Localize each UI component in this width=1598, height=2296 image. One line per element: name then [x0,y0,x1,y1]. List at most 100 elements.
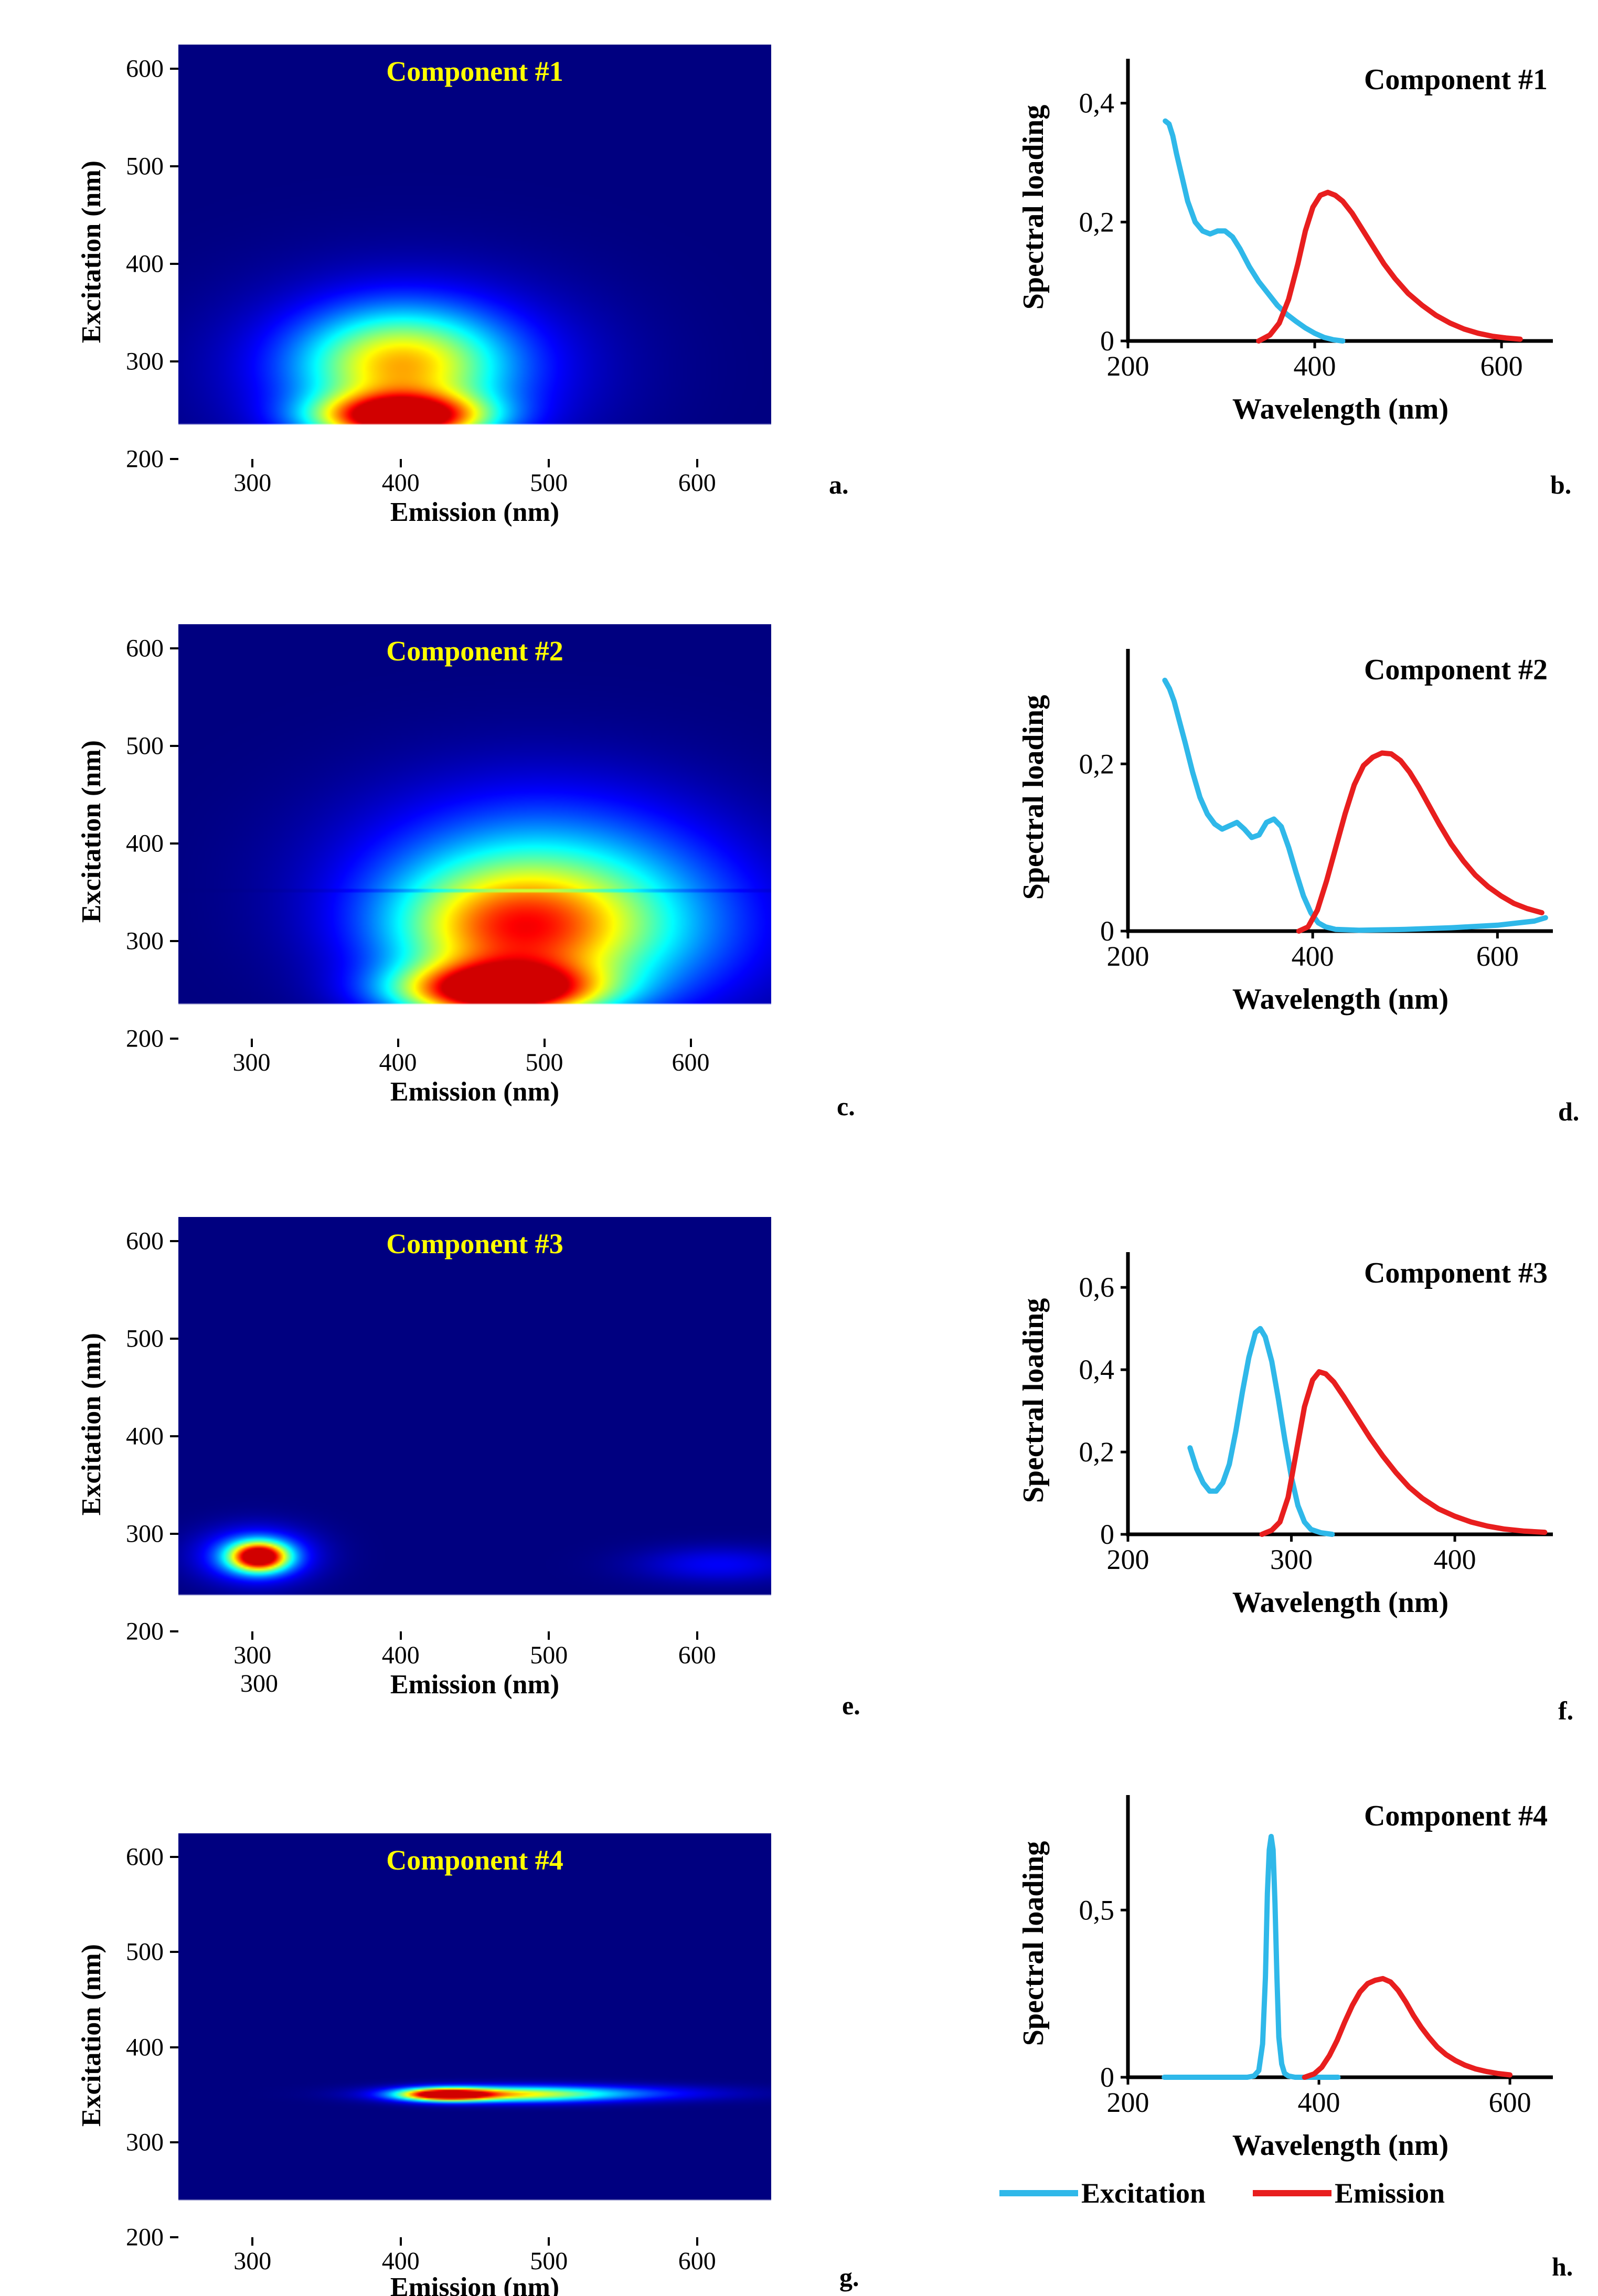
y-tick-label: 0,2 [1079,748,1115,779]
eem-panel-component-4: Excitation (nm) Component #4 200 300 400 50… [31,1802,897,2296]
excitation-legend-line [999,2190,1078,2196]
y-tick-mark [170,1435,178,1438]
excitation-axis-label: Excitation (nm) [76,160,106,344]
heatmap-canvas [178,1833,771,2237]
y-tick-label: 200 [126,445,164,473]
y-tick-label: 0,4 [1079,1354,1115,1385]
y-tick-mark [170,842,178,845]
x-tick-label: 300 [233,469,272,497]
x-tick-mark [696,1631,698,1640]
y-tick-label: 500 [126,152,164,180]
x-tick-label: 300 [232,1049,271,1076]
y-tick-label: 300 [126,347,164,376]
legend-item-excitation: Excitation [999,2177,1206,2209]
y-tick-label: 0,5 [1079,1894,1115,1926]
component-title: Component #3 [386,1228,563,1259]
wavelength-axis-label: Wavelength (nm) [1232,393,1448,425]
excitation-series-line [1162,677,1548,933]
y-tick-label: 0 [1100,2062,1114,2093]
x-tick-mark [548,459,550,467]
y-tick-label: 0,6 [1079,1272,1115,1303]
panel-letter-e: e. [842,1691,860,1720]
wavelength-axis-label: Wavelength (nm) [1232,2129,1448,2162]
y-tick-mark [170,1951,178,1953]
panel-letter-f: f. [1558,1696,1574,1725]
emission-series-line [1302,1975,1513,2080]
x-tick-label: 600 [1480,350,1523,382]
spectral-loading-axis-label: Spectral loading [1018,105,1050,309]
x-tick-label: 600 [678,2247,716,2275]
panel-letter-c: c. [837,1092,855,1121]
excitation-axis-label-wrap: Excitation (nm) [72,624,110,1039]
y-tick-label: 400 [126,2033,164,2062]
x-tick-label: 500 [530,469,568,497]
x-tick-mark [399,459,402,467]
y-tick-label: 300 [126,2128,164,2156]
component-title: Component #1 [386,56,563,87]
y-tick-label: 0 [1100,325,1114,357]
y-tick-mark [170,1038,178,1040]
y-tick-mark [170,1630,178,1632]
x-tick-label: 500 [525,1049,563,1076]
excitation-axis-label-wrap: Excitation (nm) [72,45,110,459]
y-tick-mark [170,647,178,650]
y-tick-mark [170,1338,178,1340]
eem-heatmap-component-4: Component #4 200 300 400 500 600 300 400 500 600 [126,1833,771,2275]
eem-heatmap-component-3: Component #3 200 300 400 500 600 300 400 500 600 [126,1217,771,1669]
x-tick-label: 400 [381,2247,420,2275]
y-tick-label: 400 [126,829,164,858]
x-tick-label: 400 [381,469,420,497]
heatmap-canvas [178,45,771,459]
wavelength-axis-label: Wavelength (nm) [1232,983,1448,1016]
x-tick-mark [543,1039,546,1047]
eem-panel-component-3: Excitation (nm) Component #3 200 300 400 50… [31,1186,897,1742]
x-tick-mark [397,1039,399,1047]
x-tick-label: 600 [678,1641,716,1669]
component-title: Component #2 [386,635,563,667]
x-tick-mark [548,2237,550,2246]
x-tick-mark [251,459,254,467]
y-tick-mark [170,2046,178,2048]
x-tick-label: 300 [233,1641,272,1669]
y-tick-label: 0,4 [1079,88,1115,119]
y-tick-mark [170,68,178,70]
eem-panel-component-1: Excitation (nm) Component #1 200 300 400 50… [31,13,897,569]
emission-legend-label: Emission [1335,2177,1445,2209]
x-tick-label: 300 [233,2247,272,2275]
component-title: Component #1 [1364,63,1548,96]
panel-letter-b: b. [1550,470,1572,499]
spectral-loading-axis-label: Spectral loading [1018,1841,1050,2046]
eem-panel-component-2: Excitation (nm) Component #2 200 300 400 50… [31,593,897,1149]
line-chart-component-3: 200 300 400 0 0,2 0,4 0,6 Wavelength (nm) Spectr… [1018,1252,1553,1619]
y-tick-label: 600 [126,1843,164,1871]
x-tick-label: 400 [379,1049,417,1076]
y-tick-mark [170,940,178,943]
y-tick-label: 300 [126,1520,164,1548]
x-tick-mark [696,2237,698,2246]
excitation-axis-label: Excitation (nm) [76,740,106,923]
x-tick-label: 600 [1476,941,1519,972]
emission-legend-line [1253,2190,1331,2196]
emission-axis-label: Emission (nm) [390,1077,560,1107]
x-tick-mark [251,1631,254,1640]
x-tick-label: 200 [1107,2087,1149,2118]
x-tick-label: 400 [1292,941,1334,972]
y-tick-mark [170,1856,178,1859]
y-tick-label: 500 [126,1938,164,1966]
y-tick-label: 600 [126,1227,164,1255]
excitation-series-line [1162,1834,1341,2080]
y-tick-label: 400 [126,1422,164,1450]
x-tick-label: 600 [678,469,716,497]
x-tick-mark [689,1039,692,1047]
emission-series-line [1256,189,1523,344]
component-title: Component #2 [1364,654,1548,686]
panel-letter-d: d. [1558,1097,1580,1126]
component-title: Component #3 [1364,1257,1548,1289]
x-tick-label: 200 [1107,350,1149,382]
excitation-series-line [1187,1326,1335,1537]
x-tick-mark [399,2237,402,2246]
x-tick-mark [251,2237,254,2246]
y-tick-label: 200 [126,1024,164,1053]
y-tick-label: 200 [126,2223,164,2251]
emission-axis-label: Emission (nm) [390,1670,560,1700]
